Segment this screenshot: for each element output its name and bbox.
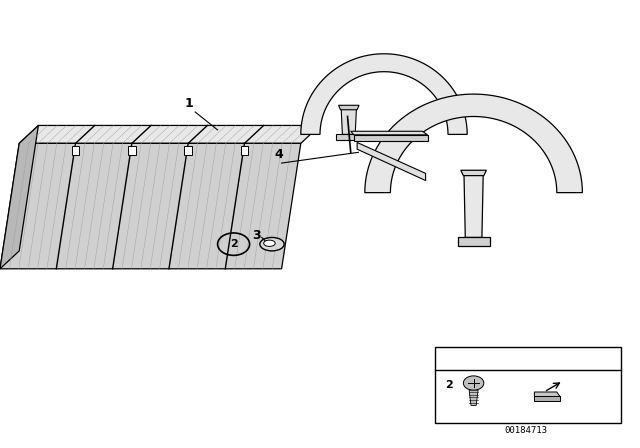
- Bar: [435, 347, 621, 423]
- Polygon shape: [351, 131, 428, 135]
- Polygon shape: [469, 390, 478, 405]
- Text: 00184713: 00184713: [504, 426, 548, 435]
- Ellipse shape: [260, 237, 284, 251]
- Text: 3: 3: [252, 228, 260, 242]
- Polygon shape: [241, 146, 248, 155]
- Polygon shape: [0, 143, 301, 269]
- Polygon shape: [0, 125, 38, 269]
- Polygon shape: [341, 108, 356, 134]
- Text: 4: 4: [274, 148, 283, 161]
- Ellipse shape: [264, 240, 275, 246]
- Text: 2: 2: [445, 380, 452, 390]
- Polygon shape: [354, 135, 428, 141]
- Polygon shape: [534, 396, 560, 401]
- Polygon shape: [336, 134, 362, 140]
- Polygon shape: [339, 105, 359, 110]
- Polygon shape: [461, 170, 486, 176]
- Polygon shape: [357, 142, 426, 181]
- Circle shape: [463, 376, 484, 390]
- Polygon shape: [365, 94, 582, 193]
- Polygon shape: [534, 392, 560, 396]
- Polygon shape: [128, 146, 136, 155]
- Polygon shape: [184, 146, 192, 155]
- Text: 2: 2: [230, 239, 237, 249]
- Polygon shape: [458, 237, 490, 246]
- Polygon shape: [19, 125, 320, 143]
- Polygon shape: [301, 54, 467, 134]
- Text: 1: 1: [184, 97, 193, 110]
- Polygon shape: [72, 146, 79, 155]
- Polygon shape: [464, 175, 483, 237]
